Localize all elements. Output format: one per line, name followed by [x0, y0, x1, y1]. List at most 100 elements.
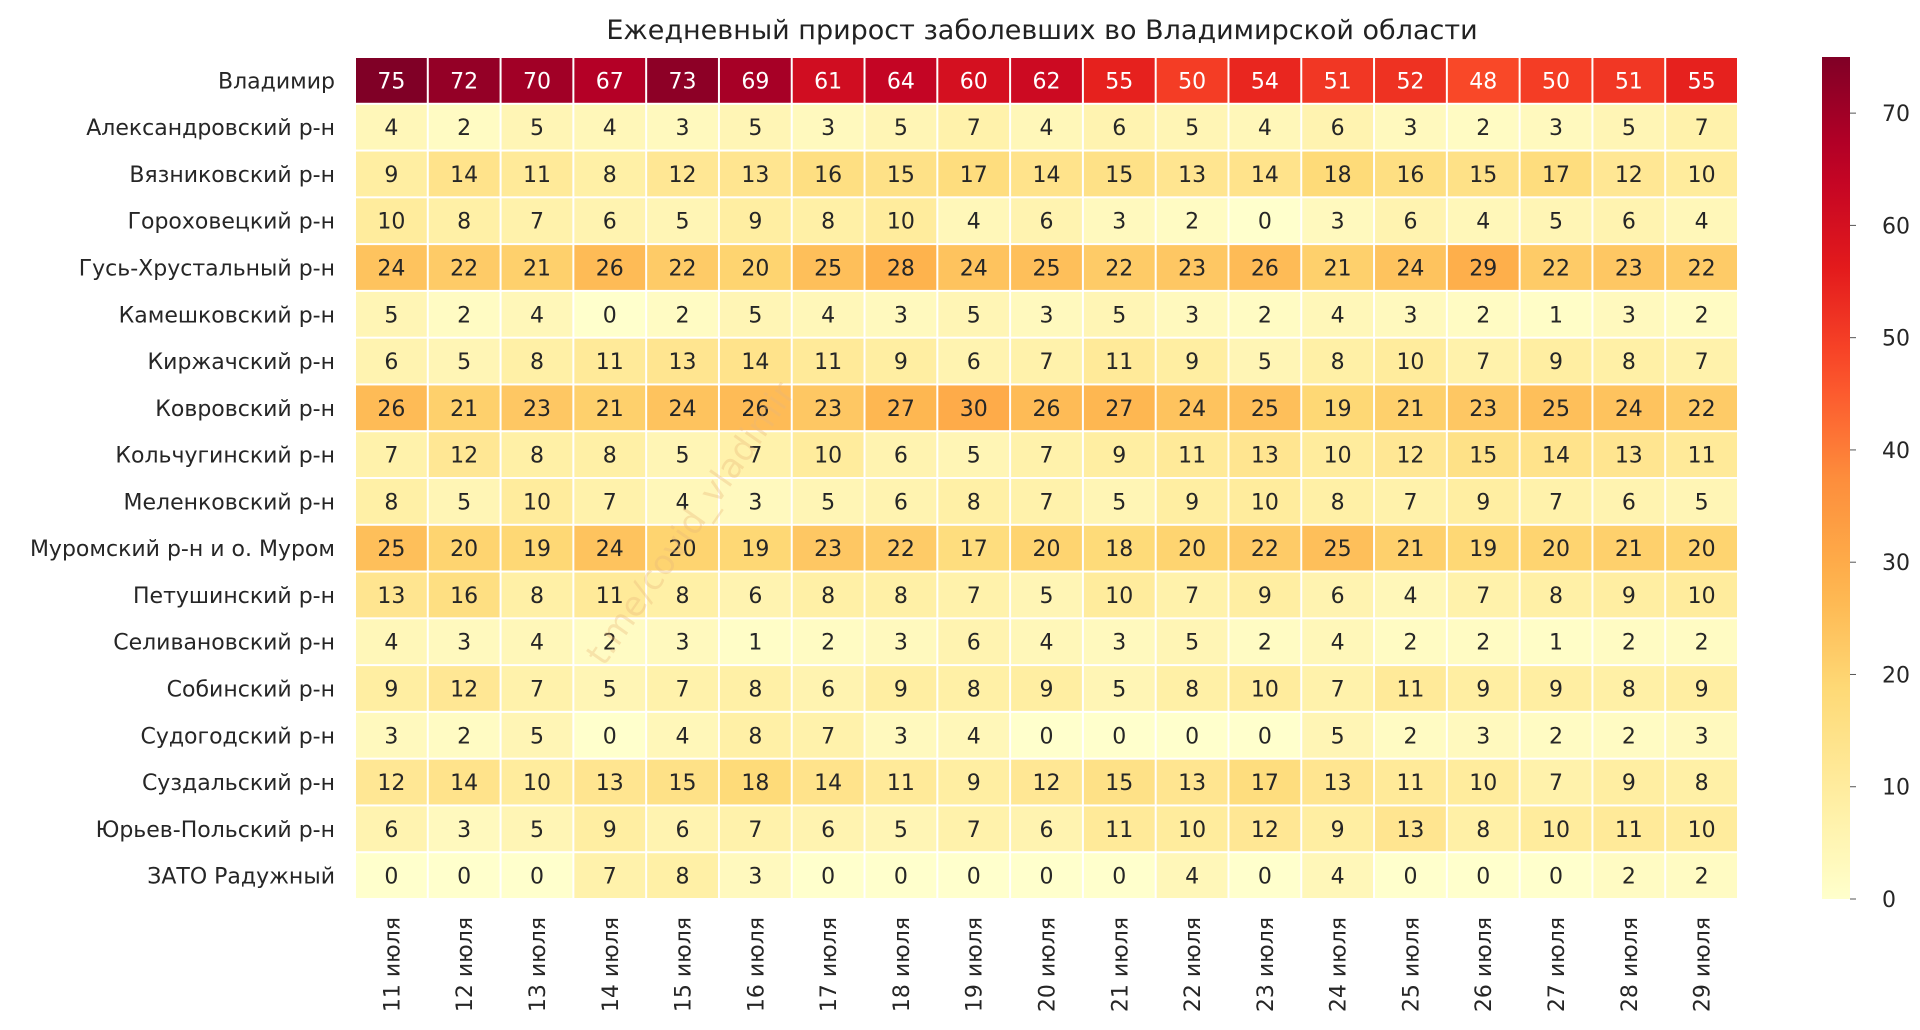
cell-value: 23	[814, 537, 842, 562]
cell-value: 6	[384, 350, 398, 375]
heatmap-cell	[1229, 712, 1301, 758]
cell-value: 20	[669, 537, 697, 562]
cell-value: 9	[384, 163, 398, 188]
heatmap-cell	[501, 151, 573, 197]
heatmap-cell	[501, 712, 573, 758]
heatmap-cell	[1520, 291, 1592, 337]
cell-value: 2	[1258, 303, 1272, 328]
heatmap-cell	[1302, 479, 1374, 524]
heatmap-cell	[501, 104, 573, 150]
cell-value: 13	[1615, 444, 1643, 469]
cell-value: 0	[603, 303, 617, 328]
cell-value: 14	[450, 163, 478, 188]
column-label: 24 июля	[1327, 917, 1352, 1012]
cell-value: 7	[748, 818, 762, 843]
cell-value: 30	[960, 397, 988, 422]
cell-value: 7	[384, 444, 398, 469]
cell-value: 21	[1615, 537, 1643, 562]
cell-value: 0	[1112, 865, 1126, 890]
heatmap-cell	[356, 198, 427, 244]
heatmap-cell	[1011, 151, 1082, 197]
cell-value: 8	[1695, 771, 1709, 796]
cell-value: 8	[1331, 490, 1345, 515]
cell-value: 12	[450, 678, 478, 703]
heatmap-cell	[647, 619, 718, 665]
heatmap-cell	[1011, 385, 1082, 431]
heatmap-cell	[574, 198, 646, 244]
heatmap-cell	[647, 58, 718, 103]
cell-value: 5	[748, 116, 762, 141]
cell-value: 21	[1396, 537, 1424, 562]
column-label: 25 июля	[1399, 917, 1424, 1012]
cell-value: 5	[676, 444, 690, 469]
cell-value: 0	[1549, 865, 1563, 890]
heatmap-cell	[428, 151, 500, 197]
cell-value: 6	[967, 631, 981, 656]
cell-value: 0	[384, 865, 398, 890]
heatmap-cell	[792, 853, 864, 898]
cell-value: 9	[1331, 818, 1345, 843]
cell-value: 3	[821, 116, 835, 141]
heatmap-cell	[938, 58, 1010, 103]
heatmap-cell	[1156, 385, 1228, 431]
cell-value: 25	[814, 257, 842, 282]
heatmap-cell	[428, 479, 500, 524]
cell-value: 14	[814, 771, 842, 796]
cell-value: 2	[1622, 865, 1636, 890]
heatmap-cell	[428, 432, 500, 477]
heatmap-cell	[1593, 619, 1665, 665]
heatmap-cell	[1229, 666, 1301, 711]
heatmap-cell	[574, 385, 646, 431]
heatmap-cell	[647, 151, 718, 197]
cell-value: 2	[457, 724, 471, 749]
cell-value: 51	[1324, 69, 1352, 94]
cell-value: 55	[1688, 69, 1716, 94]
heatmap-cell	[1375, 338, 1446, 384]
heatmap-cell	[574, 58, 646, 103]
heatmap-cell	[501, 666, 573, 711]
cell-value: 13	[669, 350, 697, 375]
heatmap-cell	[1011, 479, 1082, 524]
cell-value: 3	[676, 631, 690, 656]
cell-value: 3	[1403, 116, 1417, 141]
heatmap-cell	[1083, 853, 1155, 898]
heatmap-cell	[1156, 104, 1228, 150]
colorbar-tick-label: 70	[1882, 102, 1910, 127]
heatmap-cell	[1666, 666, 1737, 711]
cell-value: 7	[1403, 490, 1417, 515]
heatmap-cell	[1156, 712, 1228, 758]
heatmap-cell	[574, 104, 646, 150]
cell-value: 18	[741, 771, 769, 796]
colorbar-tick-label: 60	[1882, 214, 1910, 239]
cell-value: 4	[1258, 116, 1272, 141]
heatmap-cell	[1302, 666, 1374, 711]
heatmap-cell	[792, 666, 864, 711]
cell-value: 15	[887, 163, 915, 188]
heatmap-cell	[1520, 712, 1592, 758]
cell-value: 8	[676, 865, 690, 890]
cell-value: 2	[1403, 724, 1417, 749]
cell-value: 5	[457, 350, 471, 375]
cell-value: 13	[741, 163, 769, 188]
heatmap-cell	[1083, 198, 1155, 244]
heatmap-cell	[428, 666, 500, 711]
heatmap-cell	[1302, 806, 1374, 852]
heatmap-cell	[501, 432, 573, 477]
heatmap-cell	[792, 432, 864, 477]
cell-value: 69	[741, 69, 769, 94]
heatmap-cell	[938, 104, 1010, 150]
cell-value: 10	[1251, 490, 1279, 515]
cell-value: 28	[887, 257, 915, 282]
heatmap-cell	[1593, 338, 1665, 384]
heatmap-cell	[574, 666, 646, 711]
heatmap-cell	[865, 666, 937, 711]
cell-value: 25	[377, 537, 405, 562]
heatmap-cell	[1156, 572, 1228, 618]
cell-value: 11	[1688, 444, 1716, 469]
heatmap-cell	[1375, 525, 1446, 571]
heatmap-cell	[1083, 58, 1155, 103]
cell-value: 0	[1040, 865, 1054, 890]
heatmap-cell	[1229, 151, 1301, 197]
heatmap-cell	[1375, 479, 1446, 524]
column-label: 29 июля	[1691, 917, 1716, 1012]
